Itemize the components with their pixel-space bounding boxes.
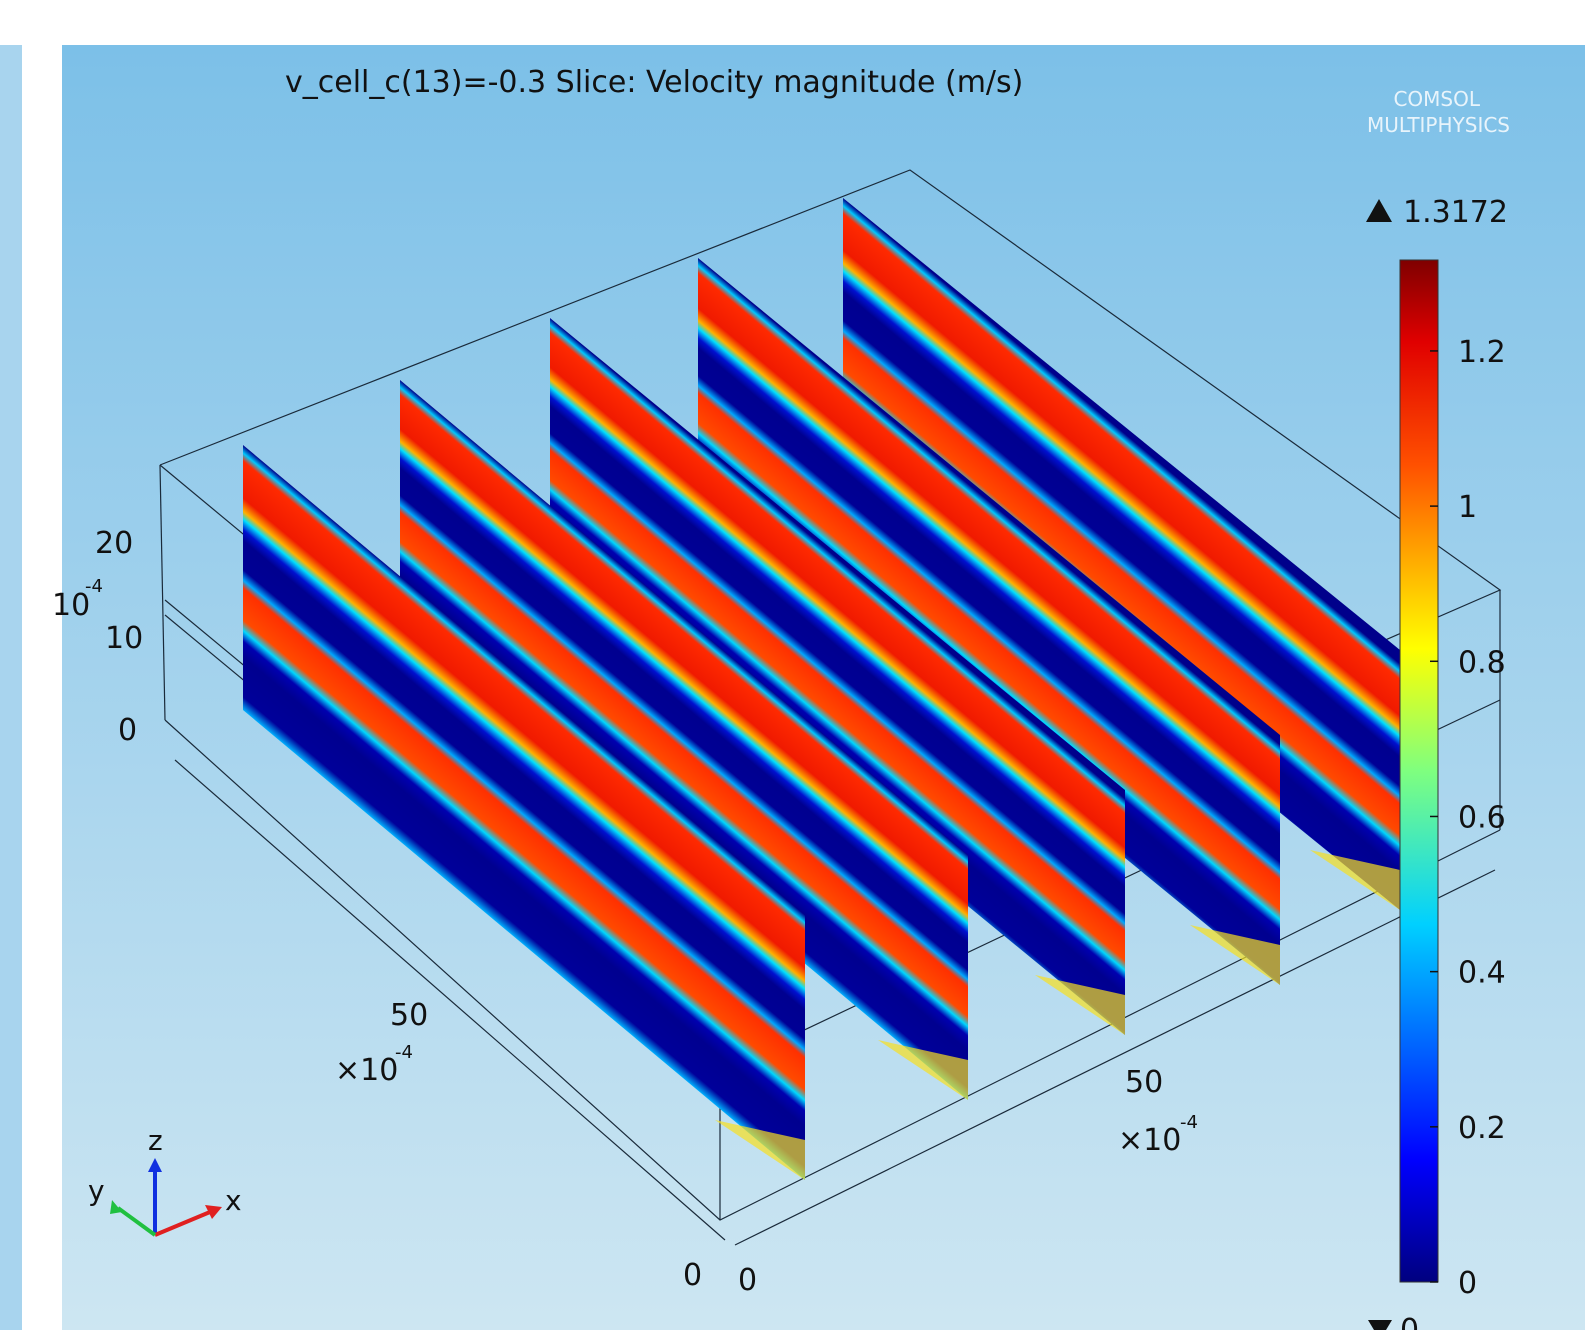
y-power: -4 [395, 1042, 413, 1063]
graphics-window: z y x v_cell_c(13)=-0.3 Slice: Velocity … [0, 0, 1585, 1330]
colorbar-tick-label: 0.2 [1458, 1111, 1506, 1146]
z-label: 20 [95, 526, 133, 561]
triad-label: x [225, 1184, 242, 1217]
colorbar-tick-label: 1 [1458, 490, 1477, 525]
logo-text: COMSOL [1393, 87, 1480, 111]
z-label: 10 [105, 621, 143, 656]
colorbar [1400, 260, 1438, 1282]
colorbar-tick-label: 0.6 [1458, 800, 1506, 835]
plot-title: v_cell_c(13)=-0.3 Slice: Velocity magnit… [285, 65, 1023, 100]
page: z y x v_cell_c(13)=-0.3 Slice: Velocity … [0, 0, 1585, 1330]
triad-label: z [148, 1124, 163, 1157]
y-label: 50 [390, 998, 428, 1033]
colorbar-tick-label: 0.4 [1458, 956, 1506, 991]
x-label: 50 [1125, 1065, 1163, 1100]
triad-label: y [88, 1174, 105, 1207]
colorbar-min: 0 [1400, 1313, 1419, 1330]
x-scale: ×10 [1118, 1123, 1181, 1158]
colorbar-tick-label: 0.8 [1458, 645, 1506, 680]
y-label: 0 [683, 1258, 702, 1293]
colorbar-max: 1.3172 [1403, 195, 1508, 230]
z-label: 0 [118, 713, 137, 748]
side-panel [0, 45, 22, 1330]
colorbar-tick-label: 0 [1458, 1266, 1477, 1301]
x-power: -4 [1180, 1112, 1198, 1133]
x-label: 0 [738, 1263, 757, 1298]
z-power: -4 [85, 576, 103, 597]
colorbar-tick-label: 1.2 [1458, 335, 1506, 370]
y-scale: ×10 [335, 1053, 398, 1088]
logo-text: MULTIPHYSICS [1367, 113, 1510, 137]
